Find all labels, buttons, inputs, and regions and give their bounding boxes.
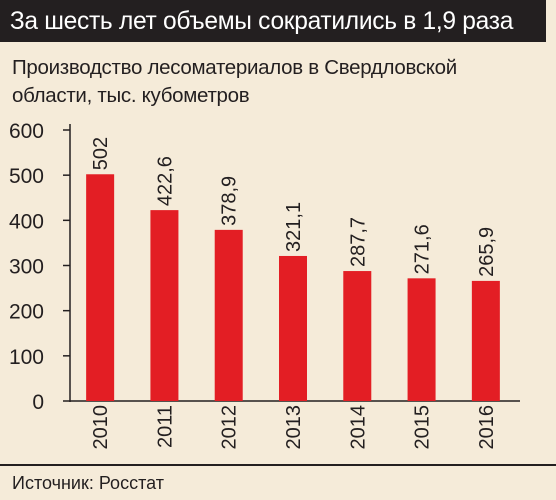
y-tick-label: 600 [9, 120, 44, 143]
bar-value-label: 502 [90, 137, 112, 170]
x-tick-label: 2014 [347, 405, 369, 450]
y-tick-label: 500 [9, 165, 44, 188]
y-tick-label: 400 [9, 210, 44, 233]
bar [86, 174, 115, 401]
y-tick-label: 0 [32, 391, 44, 414]
x-tick-label: 2011 [154, 405, 176, 448]
y-tick-label: 200 [9, 301, 44, 324]
x-tick-label: 2016 [476, 405, 498, 450]
x-tick-label: 2015 [412, 405, 434, 450]
x-tick-label: 2012 [219, 405, 241, 450]
bar-value-label: 321,1 [283, 202, 305, 252]
bar [279, 255, 307, 401]
bar [343, 271, 372, 401]
x-tick-label: 2013 [283, 405, 305, 450]
bar [407, 278, 436, 401]
source-note: Источник: Росстат [0, 464, 556, 500]
chart-title: За шесть лет объемы сократились в 1,9 ра… [0, 0, 546, 42]
bar [214, 229, 243, 401]
bar-value-label: 287,7 [347, 217, 369, 267]
bar-value-label: 422,6 [154, 156, 176, 206]
bar [150, 210, 179, 401]
bar-value-label: 265,9 [476, 227, 498, 277]
bar-value-label: 271,6 [412, 224, 434, 274]
y-tick-label: 300 [9, 256, 44, 279]
chart-subtitle: Производство лесоматериалов в Свердловск… [12, 56, 457, 107]
bar-value-label: 378,9 [219, 176, 241, 226]
x-tick-label: 2010 [90, 405, 112, 450]
bar-chart-svg: 0 100 200 300 400 500 600 502 2010 422,6 2011 378,9… [9, 120, 520, 450]
y-tick-label: 100 [9, 346, 44, 369]
bar [471, 280, 500, 401]
bar-chart: 0 100 200 300 400 500 600 502 2010 422,6 2011 378,9… [0, 118, 556, 458]
